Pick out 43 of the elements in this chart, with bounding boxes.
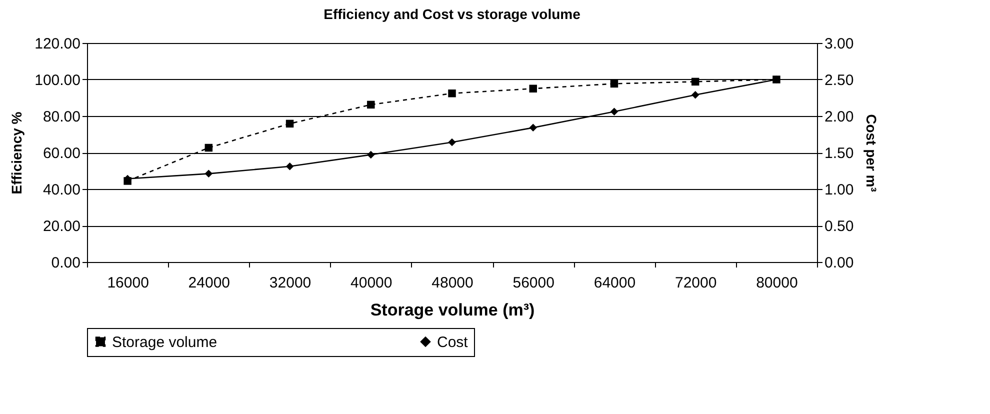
- y2-axis-title: Cost per m³: [864, 114, 880, 192]
- y-axis-title: Efficiency %: [8, 111, 25, 194]
- y-tick-label: 20.00: [42, 218, 80, 235]
- y-tick-label: 120.00: [34, 36, 80, 52]
- point: [367, 100, 375, 109]
- x-tick-label: 48000: [432, 274, 474, 292]
- point: [286, 162, 294, 170]
- y2-tick-label: 0.50: [824, 218, 854, 235]
- y2-tick-label: 2.00: [824, 108, 854, 126]
- legend-label: Storage volume: [112, 334, 218, 351]
- point: [691, 78, 700, 86]
- y2-tick-label: 3.00: [824, 36, 854, 52]
- point: [286, 120, 294, 128]
- x-tick-label: 40000: [350, 274, 392, 292]
- legend-label: Cost: [437, 334, 469, 351]
- y2-tick-label: 1.50: [824, 145, 854, 162]
- point: [691, 90, 700, 99]
- point: [610, 108, 618, 116]
- y-tick-label: 60.00: [42, 145, 80, 162]
- point: [529, 84, 537, 92]
- y-tick-label: 100.00: [34, 72, 80, 89]
- x-tick-label: 64000: [594, 274, 636, 292]
- y2-tick-label: 0.00: [824, 254, 854, 272]
- chart-title: Efficiency and Cost vs storage volume: [324, 6, 581, 22]
- point: [448, 89, 456, 98]
- point: [204, 170, 213, 178]
- y-tick-label: 80.00: [42, 108, 80, 126]
- point: [448, 138, 456, 146]
- point: [529, 124, 537, 132]
- y-tick-label: 40.00: [42, 182, 80, 198]
- x-axis-title: Storage volume (m³): [370, 300, 535, 320]
- point: [610, 80, 618, 88]
- y-tick-label: 0.00: [51, 254, 80, 272]
- point: [204, 144, 213, 152]
- x-tick-label: 16000: [107, 274, 149, 292]
- x-tick-label: 32000: [269, 274, 312, 292]
- x-tick-label: 56000: [512, 274, 554, 292]
- x-tick-label: 72000: [674, 274, 717, 292]
- y2-tick-label: 2.50: [824, 72, 854, 89]
- point: [367, 150, 375, 159]
- x-tick-label: 24000: [188, 274, 230, 292]
- x-tick-label: 80000: [756, 274, 798, 292]
- y2-tick-label: 1.00: [824, 182, 854, 198]
